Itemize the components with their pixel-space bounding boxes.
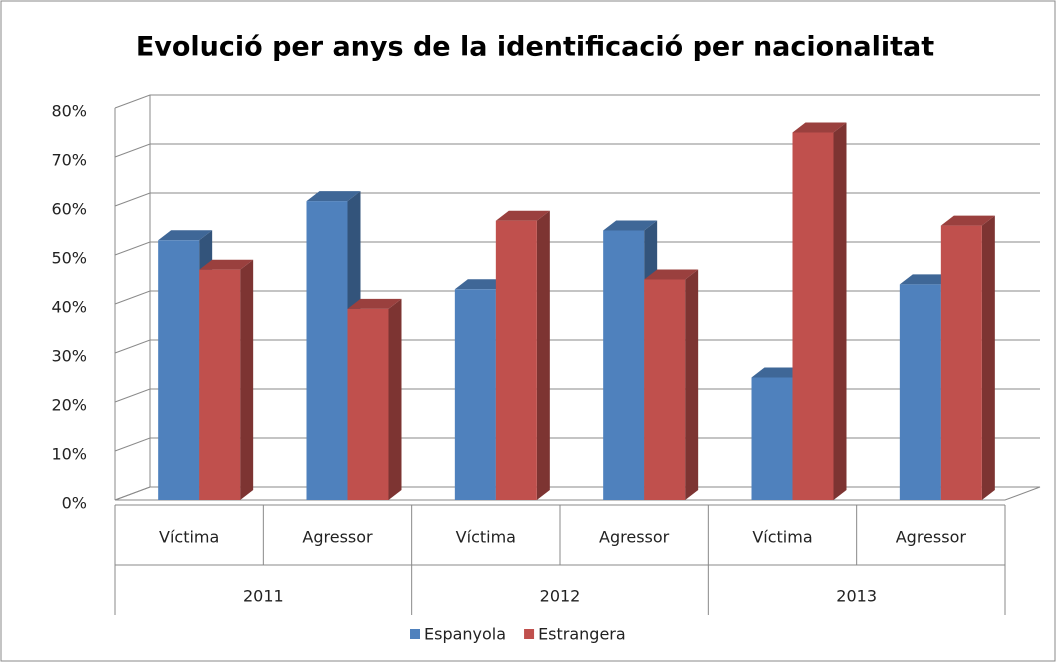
grid-line xyxy=(114,339,1040,354)
bar-top xyxy=(347,298,402,309)
x-tick-label: Agressor xyxy=(302,528,373,547)
grid-line xyxy=(114,486,1040,501)
y-tick-label: 10% xyxy=(51,445,87,464)
bar-top xyxy=(495,210,550,221)
y-tick-label: 40% xyxy=(51,298,87,317)
bar-top xyxy=(199,259,254,270)
x-tick-label: Víctima xyxy=(159,528,219,547)
bar-side xyxy=(833,122,847,500)
bar-side xyxy=(685,269,699,500)
grid-line xyxy=(114,94,1040,109)
grid-line xyxy=(114,192,1040,207)
bar-top xyxy=(306,191,361,202)
bar xyxy=(792,132,834,500)
bar xyxy=(899,284,941,500)
grid-line xyxy=(114,290,1040,305)
y-tick-label: 30% xyxy=(51,347,87,366)
y-tick-label: 50% xyxy=(51,249,87,268)
bar xyxy=(158,240,200,501)
bar-top xyxy=(792,122,847,133)
y-tick-label: 20% xyxy=(51,396,87,415)
bar xyxy=(603,230,645,500)
bar-top xyxy=(158,230,213,241)
bar-side xyxy=(981,215,995,500)
bar-side xyxy=(388,298,402,500)
bar xyxy=(940,225,982,500)
group-label: 2012 xyxy=(540,587,581,606)
legend-swatch xyxy=(410,629,420,639)
y-tick-label: 70% xyxy=(51,151,87,170)
y-tick-label: 80% xyxy=(51,102,87,121)
bar xyxy=(495,220,537,500)
grid-line xyxy=(114,437,1040,452)
bar xyxy=(454,289,496,500)
legend-swatch xyxy=(524,629,535,639)
legend-label: Espanyola xyxy=(424,625,506,644)
x-tick-label: Agressor xyxy=(599,528,670,547)
bar-top xyxy=(454,279,509,290)
legend-label: Estrangera xyxy=(538,625,626,644)
bar xyxy=(644,279,686,500)
bar xyxy=(347,308,389,500)
group-label: 2013 xyxy=(836,587,877,606)
bar-top xyxy=(899,274,954,285)
grid-line xyxy=(114,388,1040,403)
group-label: 2011 xyxy=(243,587,284,606)
grid-line xyxy=(114,143,1040,158)
x-tick-label: Víctima xyxy=(752,528,812,547)
bar-top xyxy=(644,269,699,280)
grid-line xyxy=(114,241,1040,256)
x-tick-label: Víctima xyxy=(456,528,516,547)
bar-side xyxy=(536,210,550,500)
bar-top xyxy=(603,220,658,231)
chart-title: Evolució per anys de la identificació pe… xyxy=(136,32,934,63)
bar xyxy=(199,269,241,500)
bar xyxy=(306,201,348,500)
y-tick-label: 60% xyxy=(51,200,87,219)
bar-top xyxy=(751,367,806,378)
bar-side xyxy=(240,259,254,500)
bar xyxy=(751,377,793,500)
y-tick-label: 0% xyxy=(62,494,87,513)
bar-top xyxy=(940,215,995,226)
x-tick-label: Agressor xyxy=(896,528,967,547)
